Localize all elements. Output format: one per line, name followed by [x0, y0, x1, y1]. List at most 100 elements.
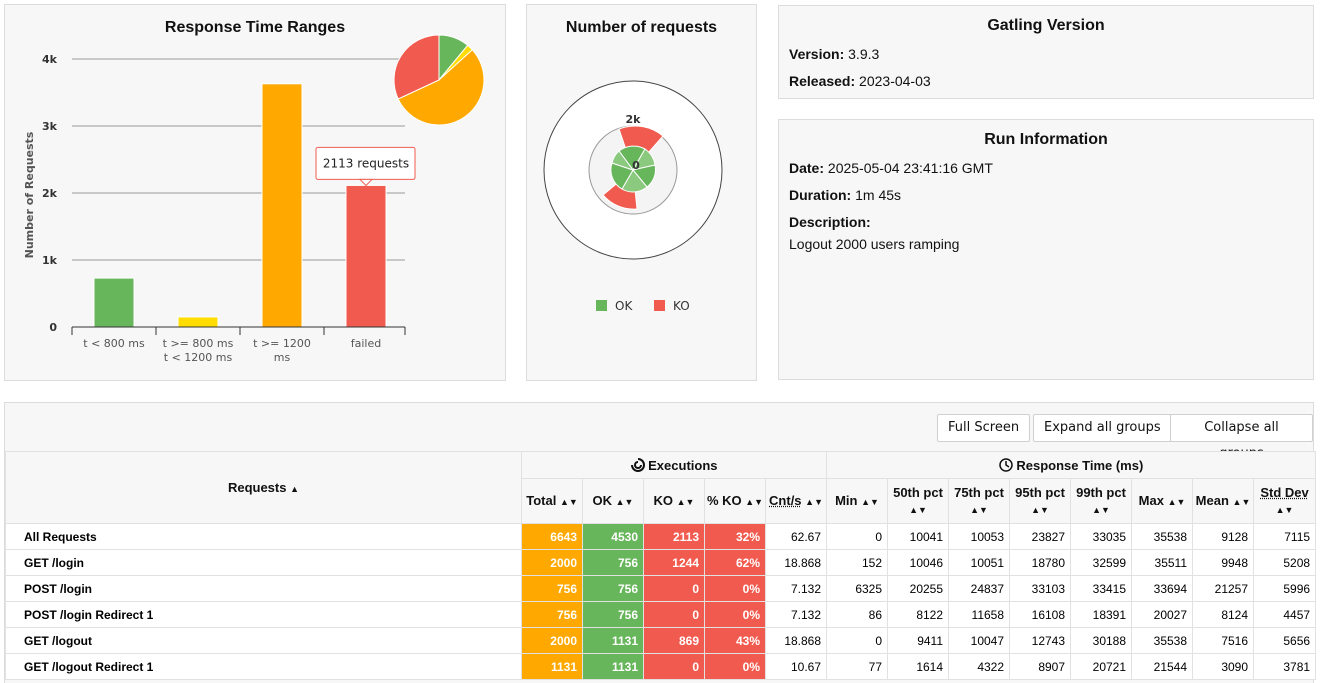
sort-icon[interactable]: ▲▼	[1031, 504, 1049, 515]
cell-p75: 10053	[948, 523, 1011, 550]
bar-2[interactable]	[261, 83, 303, 328]
col-p50[interactable]: 50th pct ▲▼	[887, 478, 950, 524]
cell-p99: 30188	[1070, 627, 1133, 654]
x-tick-label: t < 800 ms	[83, 337, 145, 350]
cell-p75: 24837	[948, 575, 1011, 602]
requests-column-header[interactable]: Requests ▲	[5, 451, 522, 524]
request-name[interactable]: All Requests	[5, 523, 522, 550]
request-name[interactable]: GET /logout Redirect 1	[5, 653, 522, 680]
polar-tick-zero: 0	[632, 159, 640, 172]
table-row[interactable]: POST /login Redirect 1 756 756 0 0% 7.132 86 81…	[5, 601, 1317, 628]
executions-icon	[630, 457, 645, 472]
col-ok-label: OK	[592, 492, 613, 508]
cell-cnt: 7.132	[764, 601, 828, 628]
legend-ok-label[interactable]: OK	[615, 299, 633, 313]
x-tick-label: t >= 1200	[253, 337, 311, 350]
col-min[interactable]: Min ▲▼	[826, 478, 889, 524]
legend-ko-swatch[interactable]	[654, 300, 665, 311]
bar-0[interactable]	[93, 277, 135, 328]
description-value: Logout 2000 users ramping	[789, 236, 960, 252]
cell-total: 756	[521, 601, 583, 628]
collapse-all-groups-button[interactable]: Collapse all groups	[1170, 414, 1313, 461]
cell-std: 5208	[1253, 549, 1317, 576]
cell-pko: 0%	[704, 575, 766, 602]
cell-max: 35538	[1131, 627, 1194, 654]
col-std-dev[interactable]: Std Dev ▲▼	[1253, 478, 1317, 524]
legend-ok-swatch[interactable]	[596, 300, 607, 311]
sort-icon[interactable]: ▲▼	[559, 496, 578, 507]
sort-icon[interactable]: ▲▼	[1232, 496, 1251, 507]
col-pct-ko[interactable]: % KO ▲▼	[704, 478, 766, 524]
requests-polar-chart: 2k 0 OK KO	[543, 80, 723, 313]
description-line: Description:	[789, 214, 871, 230]
statistics-table: Requests ▲ Executions Response Time (ms)…	[5, 451, 1317, 680]
y-tick-label: 2k	[42, 187, 58, 200]
sort-icon[interactable]: ▲▼	[1092, 504, 1110, 515]
y-tick-label: 3k	[42, 120, 58, 133]
cell-std: 3781	[1253, 653, 1317, 680]
requests-title: Number of requests	[565, 19, 718, 36]
response-time-ranges-panel: Response Time Ranges 0 1k 2k 3k 4k Number of …	[4, 4, 506, 381]
description-label: Description:	[789, 214, 871, 230]
sort-icon[interactable]: ▲▼	[745, 496, 764, 507]
sort-icon[interactable]: ▲▼	[1167, 496, 1186, 507]
sort-icon[interactable]: ▲▼	[805, 496, 823, 507]
cell-std: 7115	[1253, 523, 1317, 550]
executions-group-header: Executions	[520, 451, 828, 479]
sort-icon[interactable]: ▲▼	[1275, 504, 1294, 515]
pie-slice-2[interactable]	[397, 49, 485, 126]
cell-ok: 756	[582, 601, 644, 628]
cell-ok: 4530	[582, 523, 644, 550]
run-title: Run Information	[984, 131, 1108, 148]
pie-slice-3[interactable]	[393, 34, 440, 100]
legend-ko-label[interactable]: KO	[673, 299, 690, 313]
sort-icon[interactable]: ▲▼	[676, 496, 695, 507]
table-row[interactable]: GET /logout Redirect 1 1131 1131 0 0% 10.67 77…	[5, 653, 1317, 680]
col-p75-label: 75th pct	[954, 484, 1004, 500]
cell-mean: 9948	[1192, 549, 1255, 576]
sort-icon[interactable]: ▲▼	[861, 496, 879, 507]
cell-p50: 8122	[887, 601, 950, 628]
cell-mean: 9128	[1192, 523, 1255, 550]
ranges-chart: 0 1k 2k 3k 4k Number of Requests t < 800 ms t >…	[23, 34, 485, 364]
sort-icon[interactable]: ▲▼	[615, 496, 634, 507]
tooltip-text: 2113 requests	[323, 156, 409, 170]
table-row[interactable]: GET /login 2000 756 1244 62% 18.868 152 10046 10…	[5, 549, 1317, 576]
col-p99[interactable]: 99th pct ▲▼	[1070, 478, 1133, 524]
col-p75[interactable]: 75th pct ▲▼	[948, 478, 1011, 524]
request-name[interactable]: GET /logout	[5, 627, 522, 654]
full-screen-button[interactable]: Full Screen	[937, 414, 1031, 442]
cell-p50: 10046	[887, 549, 950, 576]
table-row[interactable]: POST /login 756 756 0 0% 7.132 6325 20255 24837 3…	[5, 575, 1317, 602]
table-row[interactable]: GET /logout 2000 1131 869 43% 18.868 0 9411 1004…	[5, 627, 1317, 654]
col-mean-label: Mean	[1195, 492, 1229, 508]
cell-min: 77	[826, 653, 889, 680]
col-ko[interactable]: KO ▲▼	[643, 478, 705, 524]
tooltip-arrow	[358, 178, 374, 187]
cell-p99: 32599	[1070, 549, 1133, 576]
bar-3[interactable]	[345, 184, 387, 328]
col-ok[interactable]: OK ▲▼	[582, 478, 644, 524]
sort-asc-icon[interactable]: ▲	[290, 484, 300, 494]
col-total[interactable]: Total ▲▼	[521, 478, 583, 524]
version-title: Gatling Version	[987, 17, 1105, 34]
cell-mean: 8124	[1192, 601, 1255, 628]
request-name[interactable]: POST /login	[5, 575, 522, 602]
number-of-requests-panel: Number of requests 2k 0 OK KO	[526, 4, 757, 381]
cell-ko: 869	[643, 627, 705, 654]
table-row[interactable]: All Requests 6643 4530 2113 32% 62.67 0 10041 10…	[5, 523, 1317, 550]
col-pct-ko-label: % KO	[706, 492, 742, 508]
cell-max: 35538	[1131, 523, 1194, 550]
request-name[interactable]: POST /login Redirect 1	[5, 601, 522, 628]
cell-pko: 0%	[704, 653, 766, 680]
sort-icon[interactable]: ▲▼	[909, 504, 927, 515]
request-name[interactable]: GET /login	[5, 549, 522, 576]
col-max[interactable]: Max ▲▼	[1131, 478, 1194, 524]
col-mean[interactable]: Mean ▲▼	[1192, 478, 1255, 524]
requests-header-label: Requests	[227, 480, 287, 495]
col-p95[interactable]: 95th pct ▲▼	[1009, 478, 1072, 524]
expand-all-groups-button[interactable]: Expand all groups	[1033, 414, 1172, 442]
bar-1[interactable]	[177, 316, 219, 328]
col-cnt[interactable]: Cnt/s ▲▼	[764, 478, 828, 524]
sort-icon[interactable]: ▲▼	[970, 504, 988, 515]
